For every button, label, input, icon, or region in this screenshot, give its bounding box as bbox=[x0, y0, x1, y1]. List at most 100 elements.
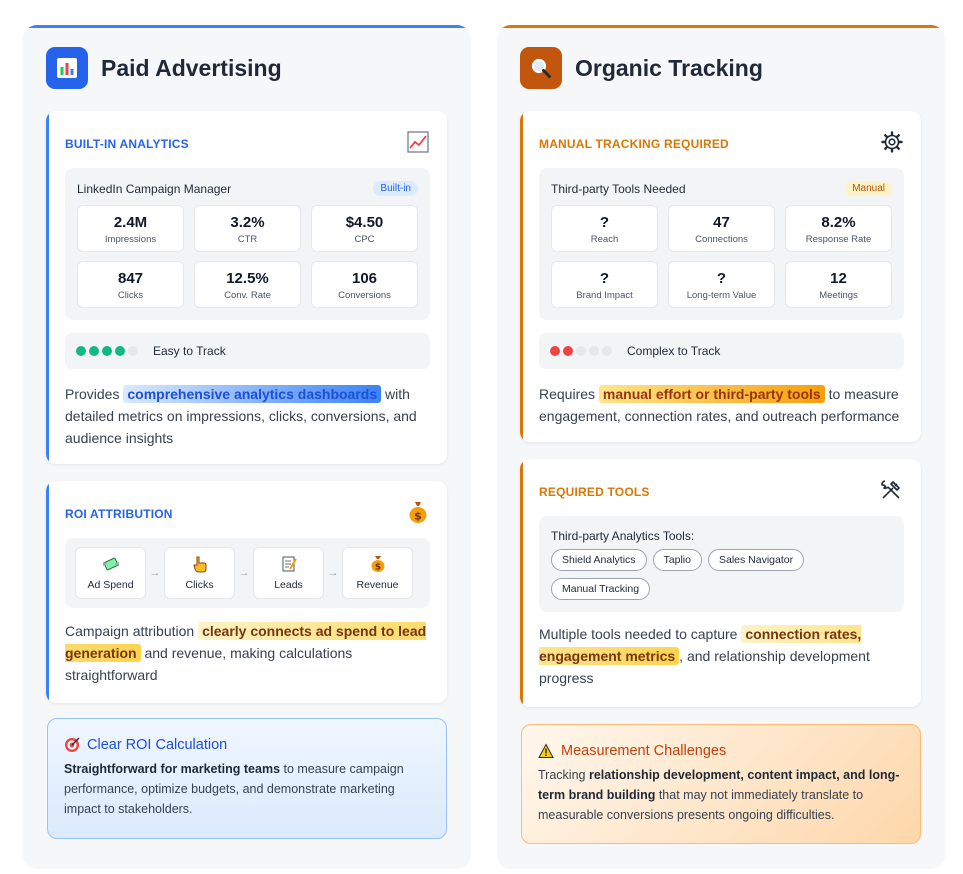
tracking-difficulty-label: Complex to Track bbox=[627, 344, 721, 358]
svg-text:$: $ bbox=[414, 509, 422, 522]
metric-grid: ? Reach 47 Connections 8.2% Response Rate? Bra… bbox=[551, 205, 892, 308]
card-label: BUILT-IN ANALYTICS bbox=[65, 137, 189, 151]
metric-label: Connections bbox=[695, 234, 748, 245]
metric-label: CPC bbox=[354, 234, 375, 245]
filled-dot bbox=[89, 346, 99, 356]
built-in-badge: Built-in bbox=[373, 181, 418, 196]
tracking-difficulty-bar: Easy to Track bbox=[65, 333, 430, 369]
manual-description: Requires manual effort or third-party to… bbox=[539, 385, 900, 424]
manual-badge: Manual bbox=[845, 181, 892, 196]
filled-dot bbox=[102, 346, 112, 356]
flow-step-label: Leads bbox=[274, 579, 303, 591]
clear-roi-callout: Clear ROI Calculation Straightforward fo… bbox=[47, 718, 447, 839]
metric-tile: 12 Meetings bbox=[785, 261, 892, 308]
paid-title: Paid Advertising bbox=[101, 54, 282, 81]
panel-title: LinkedIn Campaign Manager bbox=[77, 181, 232, 196]
organic-header: Organic Tracking bbox=[520, 47, 763, 89]
metric-grid: 2.4M Impressions 3.2% CTR $4.50 CPC 847 Clicks 1… bbox=[77, 205, 418, 308]
metric-label: Reach bbox=[590, 234, 619, 245]
attribution-flow: Ad Spend → Clicks → Leads → $ Revenue bbox=[65, 538, 430, 608]
metric-value: ? bbox=[716, 270, 727, 287]
analytics-description: Provides comprehensive analytics dashboa… bbox=[65, 385, 417, 446]
metric-label: Impressions bbox=[104, 234, 157, 245]
metric-value: $4.50 bbox=[345, 214, 384, 231]
tracking-difficulty-label: Easy to Track bbox=[153, 344, 226, 358]
flow-step-label: Ad Spend bbox=[87, 579, 134, 591]
memo-icon bbox=[254, 555, 323, 575]
metric-label: Long-term Value bbox=[686, 290, 757, 301]
metric-label: Clicks bbox=[117, 290, 144, 301]
paid-advertising-column: Paid Advertising BUILT-IN ANALYTICS Link… bbox=[23, 25, 471, 869]
manual-tracking-card: MANUAL TRACKING REQUIRED bbox=[520, 111, 921, 442]
built-in-analytics-card: BUILT-IN ANALYTICS LinkedIn Campaign Man… bbox=[46, 111, 447, 464]
flow-step: Clicks bbox=[164, 547, 235, 599]
roi-attribution-card: ROI ATTRIBUTION $ Ad Spend → Clicks → Leads →… bbox=[46, 481, 447, 703]
metric-label: Meetings bbox=[819, 290, 858, 301]
metric-label: Brand Impact bbox=[576, 290, 633, 301]
callout-body: Straightforward for marketing teams to m… bbox=[64, 762, 404, 816]
flow-step: Leads bbox=[253, 547, 324, 599]
gear-icon bbox=[881, 130, 903, 158]
filled-dot bbox=[76, 346, 86, 356]
flow-step-label: Clicks bbox=[185, 579, 214, 591]
metric-tile: ? Reach bbox=[551, 205, 658, 252]
campaign-manager-panel: LinkedIn Campaign Manager Built-in 2.4M I… bbox=[65, 168, 430, 320]
metric-tile: 47 Connections bbox=[668, 205, 775, 252]
metric-tile: 12.5% Conv. Rate bbox=[194, 261, 301, 308]
metric-label: Response Rate bbox=[805, 234, 872, 245]
hammer-wrench-icon bbox=[879, 478, 903, 507]
third-party-panel: Third-party Tools Needed Manual ? Reach 47… bbox=[539, 168, 904, 320]
highlight: comprehensive analytics dashboards bbox=[123, 385, 382, 403]
money-bag-icon: $ bbox=[343, 555, 412, 575]
flow-arrow: → bbox=[238, 567, 250, 579]
difficulty-dots bbox=[76, 346, 141, 356]
flow-step: Ad Spend bbox=[75, 547, 146, 599]
trend-up-chart-icon bbox=[407, 130, 429, 158]
metric-tile: 106 Conversions bbox=[311, 261, 418, 308]
money-bag-icon: $ bbox=[407, 500, 429, 529]
tool-chip: Shield Analytics bbox=[551, 549, 647, 571]
magnifier-icon bbox=[520, 47, 562, 89]
tool-chip: Taplio bbox=[652, 549, 702, 571]
flow-step-label: Revenue bbox=[356, 579, 399, 591]
analytics-tools-panel: Third-party Analytics Tools: Shield Anal… bbox=[539, 516, 904, 612]
tools-title: Third-party Analytics Tools: bbox=[551, 529, 695, 543]
metric-value: 3.2% bbox=[230, 214, 265, 231]
measurement-challenges-callout: Measurement Challenges Tracking relation… bbox=[521, 724, 921, 844]
organic-title: Organic Tracking bbox=[575, 54, 763, 81]
tool-chip: Sales Navigator bbox=[707, 549, 805, 571]
callout-title: Clear ROI Calculation bbox=[87, 737, 228, 753]
target-icon bbox=[64, 737, 80, 753]
organic-tracking-column: Organic Tracking MANUAL TRACKING REQUIRE… bbox=[497, 25, 945, 869]
roi-description: Campaign attribution clearly connects ad… bbox=[65, 622, 427, 683]
metric-value: ? bbox=[599, 270, 610, 287]
metric-value: 106 bbox=[351, 270, 378, 287]
tools-description: Multiple tools needed to capture connect… bbox=[539, 625, 870, 686]
flow-arrow: → bbox=[149, 567, 161, 579]
difficulty-dots bbox=[550, 346, 615, 356]
tool-chips: Shield Analytics Taplio Sales Navigator Man… bbox=[551, 549, 892, 600]
metric-label: Conversions bbox=[338, 290, 391, 301]
metric-tile: 2.4M Impressions bbox=[77, 205, 184, 252]
metric-label: Conv. Rate bbox=[224, 290, 271, 301]
empty-dot bbox=[589, 346, 599, 356]
empty-dot bbox=[128, 346, 138, 356]
metric-value: 12 bbox=[830, 270, 847, 287]
card-label: ROI ATTRIBUTION bbox=[65, 507, 173, 521]
metric-tile: ? Brand Impact bbox=[551, 261, 658, 308]
tool-chip: Manual Tracking bbox=[551, 578, 651, 600]
card-label: MANUAL TRACKING REQUIRED bbox=[539, 137, 729, 151]
metric-tile: 847 Clicks bbox=[77, 261, 184, 308]
metric-value: 847 bbox=[117, 270, 144, 287]
panel-title: Third-party Tools Needed bbox=[551, 181, 686, 196]
paid-header: Paid Advertising bbox=[46, 47, 282, 89]
required-tools-card: REQUIRED TOOLS Third-party Analytics Too… bbox=[520, 459, 921, 707]
money-wings-icon bbox=[76, 555, 145, 575]
metric-value: 12.5% bbox=[226, 270, 269, 287]
bar-chart-icon bbox=[46, 47, 88, 89]
highlight: manual effort or third-party tools bbox=[598, 385, 825, 403]
metric-label: CTR bbox=[237, 234, 258, 245]
metric-tile: $4.50 CPC bbox=[311, 205, 418, 252]
empty-dot bbox=[576, 346, 586, 356]
filled-dot bbox=[115, 346, 125, 356]
